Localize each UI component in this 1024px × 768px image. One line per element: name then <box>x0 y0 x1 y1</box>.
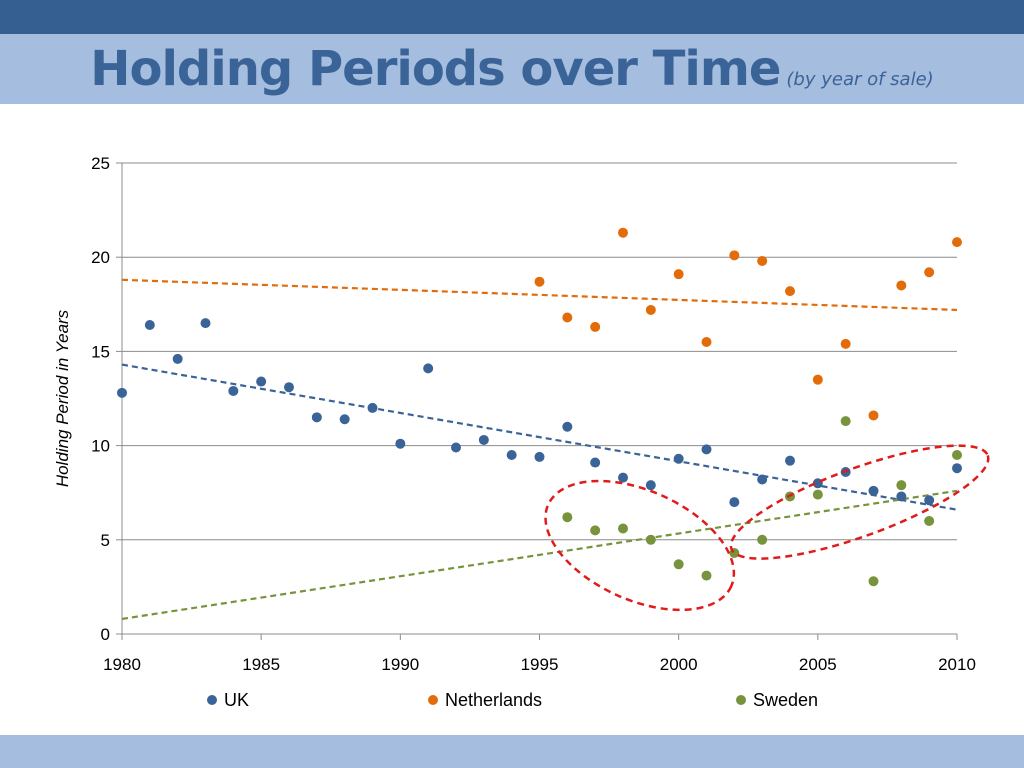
y-tick-label: 5 <box>101 531 110 550</box>
slide-subtitle: (by year of sale) <box>786 69 934 90</box>
data-point-uk <box>311 412 322 423</box>
data-point-netherlands <box>868 410 879 421</box>
x-tick-label: 1985 <box>242 655 280 674</box>
header-top-band <box>0 0 1024 34</box>
y-axis-label: Holding Period in Years <box>53 309 72 487</box>
x-tick-label: 1980 <box>103 655 141 674</box>
data-point-uk <box>673 453 684 464</box>
data-point-sweden <box>590 525 601 536</box>
highlight-ellipse-2 <box>729 444 990 560</box>
data-point-uk <box>729 497 740 508</box>
data-point-netherlands <box>673 269 684 280</box>
data-point-uk <box>256 376 267 387</box>
data-point-netherlands <box>534 276 545 287</box>
data-point-sweden <box>645 534 656 545</box>
data-point-sweden <box>868 576 879 587</box>
data-point-uk <box>757 474 768 485</box>
holding-period-scatter-chart: 0 5 10 15 20 25 1980 1985 1990 1995 2000 2005 2010 Ho… <box>53 154 990 710</box>
data-point-uk <box>172 353 183 364</box>
header-title-band: Holding Periods over Time (by year of sa… <box>0 34 1024 104</box>
y-tick-label: 25 <box>91 154 110 173</box>
trendline-sweden <box>121 489 958 621</box>
data-point-sweden <box>812 489 823 500</box>
data-point-sweden <box>840 416 851 427</box>
y-tick-label: 20 <box>91 248 110 267</box>
data-point-uk <box>228 385 239 396</box>
data-point-uk <box>367 402 378 413</box>
x-tick-label: 2000 <box>660 655 698 674</box>
legend-label-netherlands: Netherlands <box>445 690 542 710</box>
legend-marker-uk <box>207 695 217 705</box>
data-point-uk <box>618 472 628 483</box>
data-point-uk <box>200 318 211 329</box>
data-point-uk <box>395 438 406 449</box>
data-point-uk <box>284 382 294 393</box>
data-point-uk <box>701 444 712 455</box>
legend-marker-netherlands <box>428 695 438 705</box>
data-point-netherlands <box>701 336 712 347</box>
data-point-netherlands <box>840 338 851 349</box>
data-point-uk <box>339 414 350 425</box>
data-point-sweden <box>562 512 573 523</box>
data-point-netherlands <box>952 237 962 248</box>
data-point-uk <box>896 491 907 502</box>
slide-title: Holding Periods over Time <box>90 41 781 97</box>
x-tick-label: 1990 <box>381 655 419 674</box>
data-point-netherlands <box>729 250 740 261</box>
data-point-uk <box>562 421 573 432</box>
trendline-uk <box>121 363 958 511</box>
data-point-uk <box>645 480 656 491</box>
data-point-uk <box>117 387 127 398</box>
highlight-ellipse-1 <box>544 479 736 612</box>
data-point-sweden <box>896 480 907 491</box>
data-point-netherlands <box>562 312 573 323</box>
title-group: Holding Periods over Time (by year of sa… <box>90 41 933 97</box>
legend-label-uk: UK <box>224 690 249 710</box>
data-point-sweden <box>618 523 628 534</box>
data-point-netherlands <box>812 374 823 385</box>
data-point-uk <box>952 463 962 474</box>
data-point-uk <box>924 495 935 506</box>
data-point-sweden <box>757 534 768 545</box>
data-point-netherlands <box>757 255 768 266</box>
data-point-netherlands <box>785 286 795 297</box>
x-tick-label: 1995 <box>521 655 559 674</box>
data-point-uk <box>451 442 461 453</box>
data-point-uk <box>144 320 155 331</box>
data-point-netherlands <box>896 280 907 291</box>
data-point-sweden <box>924 515 935 526</box>
data-point-uk <box>590 457 601 468</box>
x-tick-label: 2005 <box>799 655 837 674</box>
data-point-netherlands <box>590 321 601 332</box>
data-point-uk <box>478 434 489 445</box>
data-point-uk <box>534 451 545 462</box>
data-point-sweden <box>673 559 684 570</box>
y-tick-label: 15 <box>91 342 110 361</box>
data-point-uk <box>868 485 879 496</box>
data-point-sweden <box>701 570 712 581</box>
footer-band <box>0 735 1024 768</box>
y-tick-label: 10 <box>91 437 110 456</box>
x-tick-label: 2010 <box>938 655 976 674</box>
data-point-netherlands <box>924 267 935 278</box>
data-point-uk <box>423 363 434 374</box>
data-point-netherlands <box>618 227 628 238</box>
data-point-uk <box>785 455 795 466</box>
data-point-netherlands <box>645 304 656 315</box>
y-tick-label: 0 <box>101 625 110 644</box>
legend-marker-sweden <box>736 695 746 705</box>
data-point-sweden <box>952 450 962 461</box>
data-point-uk <box>506 450 517 461</box>
legend-label-sweden: Sweden <box>753 690 818 710</box>
